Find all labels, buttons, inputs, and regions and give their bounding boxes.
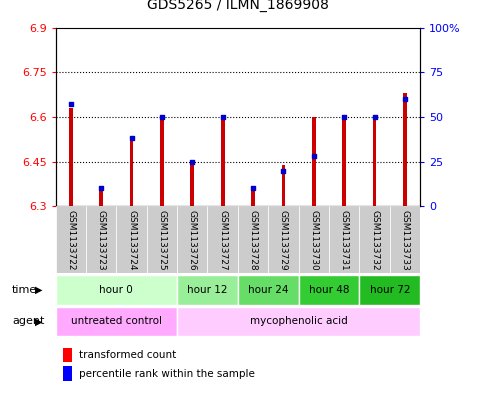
Point [371,114,379,120]
Text: hour 24: hour 24 [248,285,288,295]
Text: untreated control: untreated control [71,316,162,326]
Text: GSM1133727: GSM1133727 [218,210,227,270]
Text: GSM1133732: GSM1133732 [370,210,379,270]
Bar [116,206,147,273]
Text: GSM1133722: GSM1133722 [66,210,75,270]
Bar [390,206,420,273]
Text: GSM1133733: GSM1133733 [400,210,410,270]
Point [280,167,287,174]
Text: mycophenolic acid: mycophenolic acid [250,316,348,326]
Text: hour 12: hour 12 [187,285,228,295]
Bar [282,165,285,206]
Bar [342,117,346,206]
Bar [312,117,316,206]
Text: time: time [12,285,37,295]
Bar [177,206,208,273]
Point [341,114,348,120]
Bar [373,117,376,206]
Text: percentile rank within the sample: percentile rank within the sample [79,369,255,378]
Bar [268,206,298,273]
Text: GSM1133723: GSM1133723 [97,210,106,270]
Point [219,114,227,120]
Text: GSM1133726: GSM1133726 [188,210,197,270]
Bar [221,117,225,206]
Bar [56,307,177,336]
Text: ▶: ▶ [35,285,43,295]
Text: agent: agent [12,316,44,326]
Bar [208,206,238,273]
Text: GSM1133725: GSM1133725 [157,210,167,270]
Bar [130,138,133,206]
Text: GSM1133730: GSM1133730 [309,210,318,270]
Bar [359,206,390,273]
Bar [56,275,177,305]
Point [128,135,135,141]
Bar [359,275,420,305]
Text: GSM1133728: GSM1133728 [249,210,257,270]
Text: GSM1133724: GSM1133724 [127,210,136,270]
Bar [56,206,86,273]
Bar [403,93,407,206]
Text: GSM1133731: GSM1133731 [340,210,349,270]
Point [188,158,196,165]
Bar [63,366,72,380]
Bar [160,117,164,206]
Text: ▶: ▶ [35,316,43,326]
Bar [63,347,72,362]
Bar [86,206,116,273]
Point [158,114,166,120]
Bar [99,191,103,206]
Text: hour 72: hour 72 [369,285,410,295]
Point [97,185,105,192]
Point [310,153,318,160]
Bar [238,206,268,273]
Bar [147,206,177,273]
Text: transformed count: transformed count [79,350,176,360]
Bar [177,275,238,305]
Point [249,185,257,192]
Text: hour 0: hour 0 [99,285,133,295]
Bar [69,108,72,206]
Bar [329,206,359,273]
Bar [251,191,255,206]
Bar [298,206,329,273]
Text: hour 48: hour 48 [309,285,349,295]
Point [67,101,74,108]
Text: GDS5265 / ILMN_1869908: GDS5265 / ILMN_1869908 [147,0,329,12]
Text: GSM1133729: GSM1133729 [279,210,288,270]
Bar [190,162,194,206]
Bar [177,307,420,336]
Bar [298,275,359,305]
Bar [238,275,298,305]
Point [401,96,409,102]
